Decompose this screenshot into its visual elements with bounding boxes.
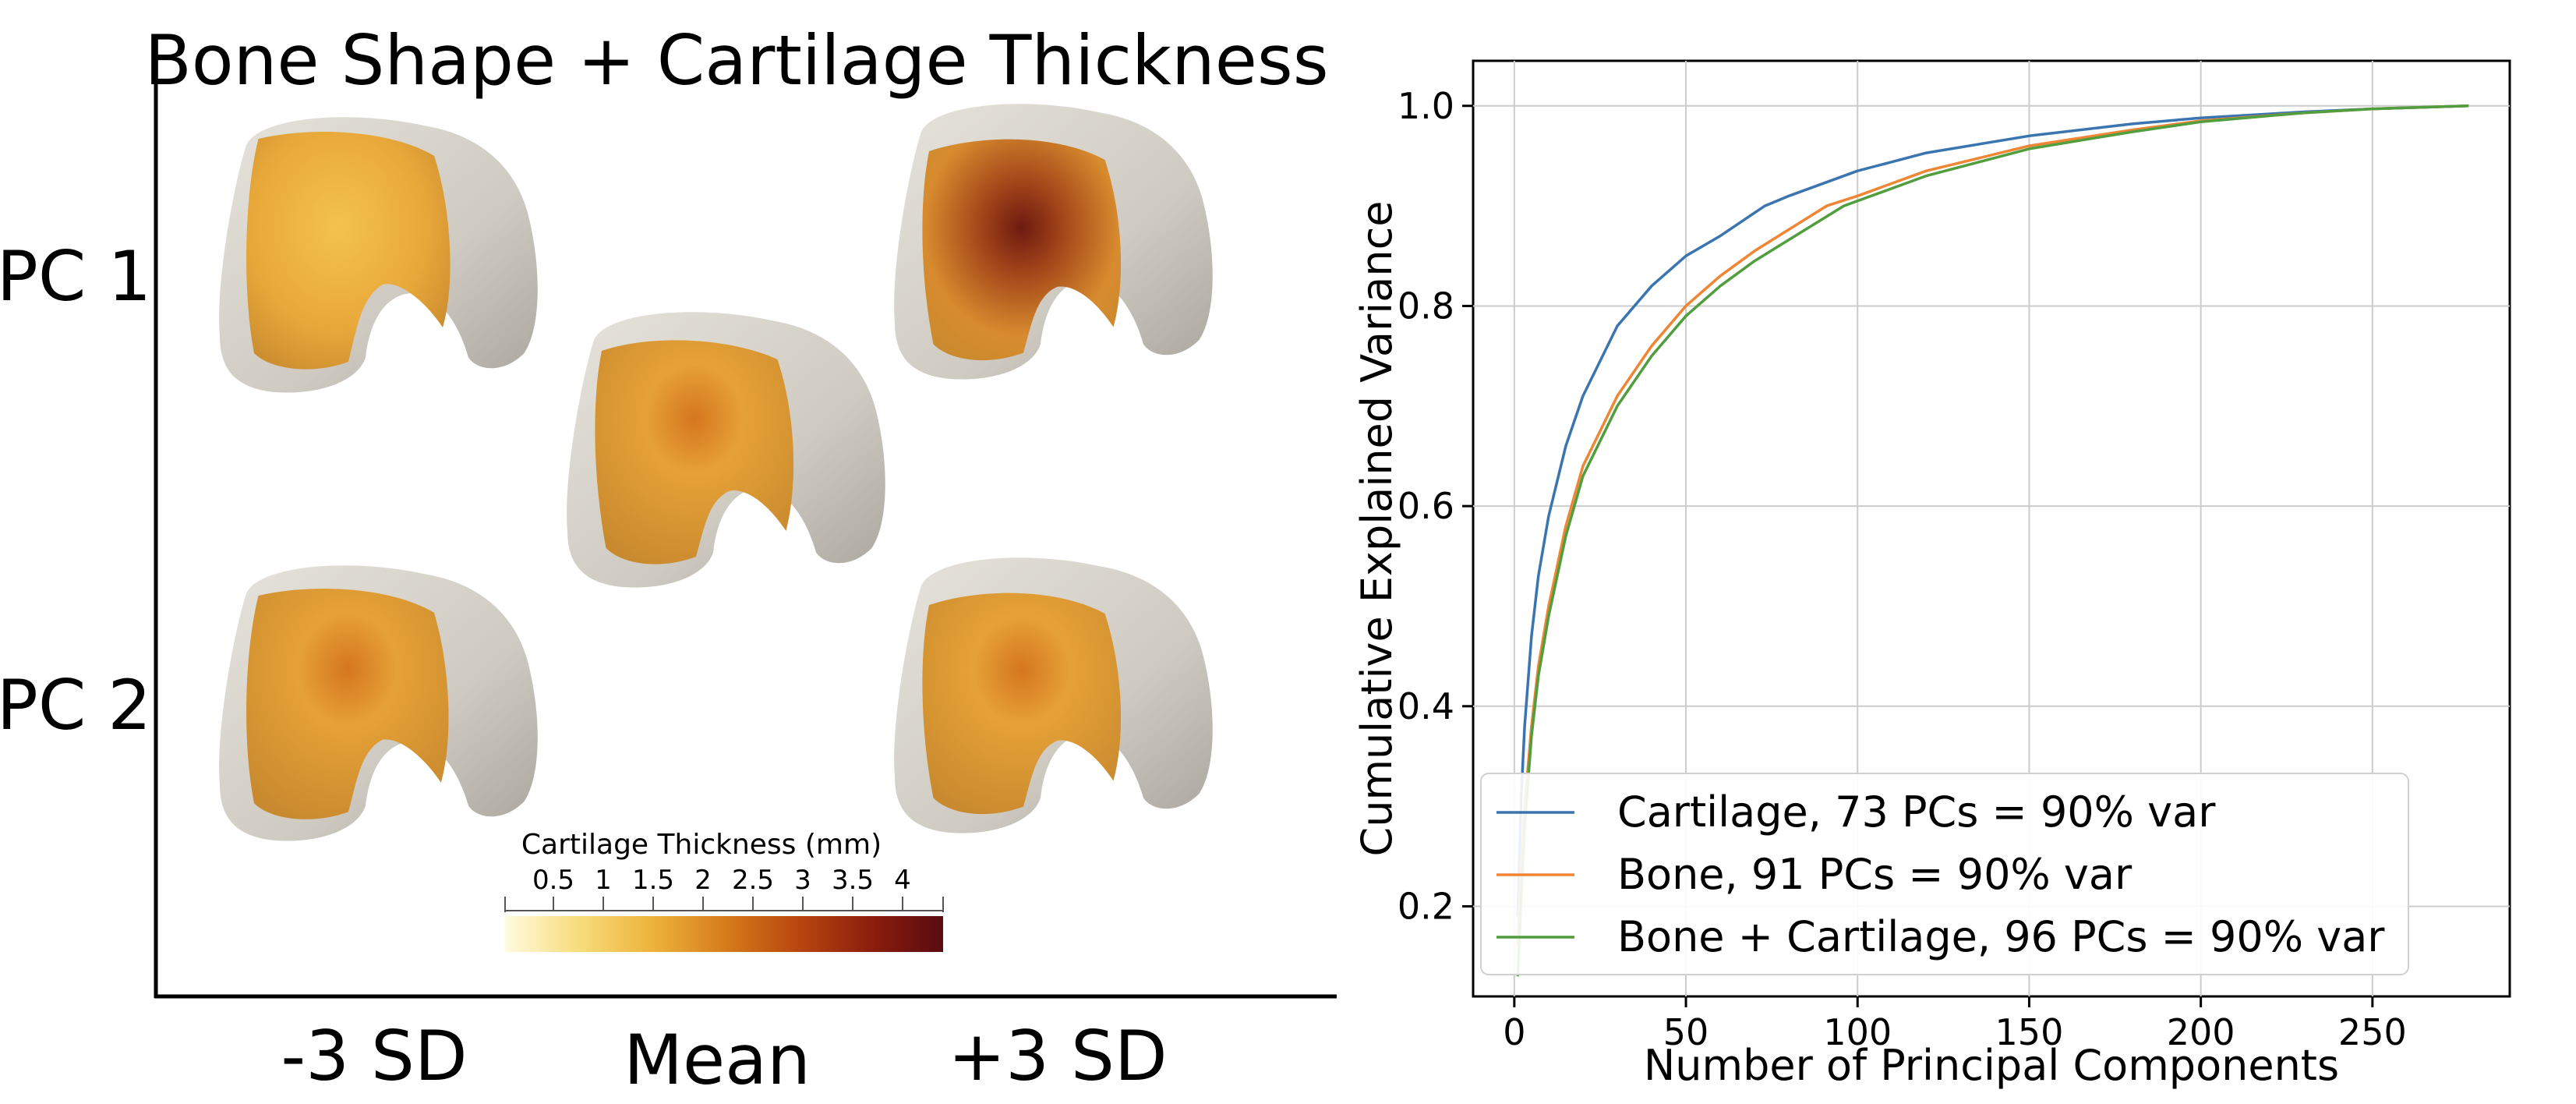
x-tick-label: 250 xyxy=(2338,1011,2407,1053)
colorbar-tick-label: 4 xyxy=(894,865,911,896)
colorbar: Cartilage Thickness (mm) 0.5 1 1.5 2 2.5 3 3.5… xyxy=(504,829,944,952)
colorbar-tick-label: 1.5 xyxy=(632,865,674,896)
femur-pc1-minus3sd xyxy=(219,117,538,393)
y-axis-label: Cumulative Explained Variance xyxy=(1352,201,1401,857)
legend-entry-2: Bone + Cartilage, 96 PCs = 90% var xyxy=(1617,912,2385,961)
colorbar-tick-label: 3.5 xyxy=(832,865,874,896)
femur-mean xyxy=(567,312,885,588)
x-tick-label: 200 xyxy=(2167,1011,2235,1053)
colorbar-tick-label: 0.5 xyxy=(532,865,574,896)
colorbar-tick-label: 3 xyxy=(794,865,811,896)
series-line-2 xyxy=(1516,104,2469,977)
y-tick-label: 0.4 xyxy=(1398,685,1454,727)
x-tick-label: 0 xyxy=(1503,1011,1525,1053)
x-axis-label: Number of Principal Components xyxy=(1644,1041,2339,1090)
colorbar-tick-label: 2.5 xyxy=(732,865,774,896)
row-label-pc1: PC 1 xyxy=(0,236,151,317)
column-label-mean: Mean xyxy=(624,1020,811,1100)
column-label-minus-3sd: -3 SD xyxy=(281,1016,467,1096)
shape-model-figure: Bone Shape + Cartilage Thickness PC 1 PC… xyxy=(0,20,1337,1100)
x-tick-label: 100 xyxy=(1823,1011,1892,1053)
femur-pc1-plus3sd xyxy=(894,104,1213,380)
femur-pc2-minus3sd xyxy=(219,565,538,841)
colorbar-tick-label: 2 xyxy=(694,865,712,896)
row-label-pc2: PC 2 xyxy=(0,665,151,745)
y-axis-ticks: 0.2 0.4 0.6 0.8 1.0 xyxy=(1398,85,1473,927)
column-label-plus-3sd: +3 SD xyxy=(948,1016,1167,1096)
y-tick-label: 0.8 xyxy=(1398,285,1454,327)
femur-pc2-plus3sd xyxy=(894,557,1213,833)
legend-box xyxy=(1480,773,2409,975)
colorbar-gradient xyxy=(505,916,943,952)
x-axis-ticks: 0 50 100 150 200 250 xyxy=(1503,996,2407,1053)
legend-entry-1: Bone, 91 PCs = 90% var xyxy=(1617,850,2133,899)
y-tick-label: 0.2 xyxy=(1398,885,1454,927)
x-tick-label: 150 xyxy=(1995,1011,2064,1053)
x-tick-label: 50 xyxy=(1663,1011,1709,1053)
series-line-0 xyxy=(1516,104,2469,917)
figure-title: Bone Shape + Cartilage Thickness xyxy=(144,20,1328,101)
y-tick-label: 0.6 xyxy=(1398,485,1454,527)
colorbar-title: Cartilage Thickness (mm) xyxy=(521,829,882,861)
legend: Cartilage, 73 PCs = 90% var Bone, 91 PCs … xyxy=(1480,773,2409,975)
y-tick-label: 1.0 xyxy=(1398,85,1454,127)
legend-entry-0: Cartilage, 73 PCs = 90% var xyxy=(1617,787,2216,837)
colorbar-tick-label: 1 xyxy=(595,865,612,896)
variance-chart: 0 50 100 150 200 250 0.2 0.4 0.6 0.8 1.0 Number o… xyxy=(1352,59,2511,1090)
series-lines xyxy=(1516,104,2469,977)
